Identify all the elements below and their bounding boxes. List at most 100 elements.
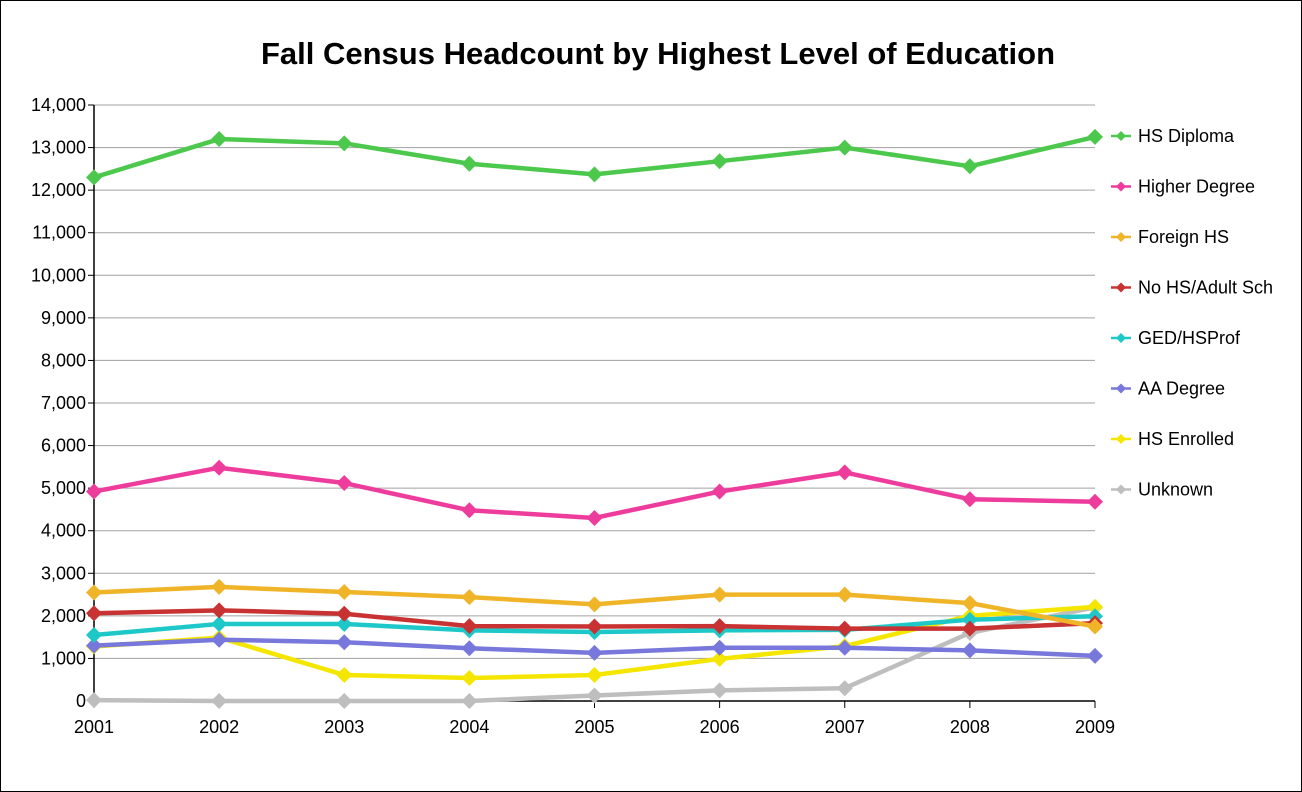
- data-point: [86, 605, 102, 622]
- data-point: [961, 620, 978, 637]
- series-hs-diploma: [86, 128, 1103, 186]
- data-point: [86, 169, 102, 186]
- legend-label: Higher Degree: [1138, 177, 1255, 197]
- data-point: [711, 618, 728, 635]
- y-tick-label: 13,000: [31, 138, 86, 158]
- data-point: [211, 693, 228, 709]
- y-tick-label: 6,000: [41, 436, 86, 456]
- data-point: [836, 680, 853, 697]
- legend-label: Unknown: [1138, 480, 1213, 500]
- series-higher-degree: [86, 459, 1103, 526]
- legend-marker: [1116, 232, 1126, 242]
- data-point: [86, 627, 102, 644]
- y-tick-label: 0: [76, 691, 86, 711]
- y-tick-label: 11,000: [32, 223, 86, 243]
- axes: 0 1,000 2,000 3,000 4,000 5,000 6,000 7,000 8,00…: [31, 95, 1115, 737]
- data-point: [711, 639, 728, 656]
- data-point: [336, 615, 353, 632]
- data-point: [461, 670, 478, 687]
- data-point: [586, 667, 603, 684]
- data-point: [211, 631, 228, 648]
- y-tick-label: 14,000: [31, 95, 86, 115]
- x-tick-label: 2007: [825, 717, 865, 737]
- data-point: [1087, 618, 1103, 635]
- data-point: [211, 615, 228, 632]
- y-tick-label: 7,000: [41, 393, 86, 413]
- data-point: [461, 693, 478, 709]
- data-point: [836, 464, 853, 481]
- data-point: [86, 584, 102, 601]
- data-point: [211, 459, 228, 476]
- legend-marker: [1116, 282, 1126, 293]
- grid-lines: [94, 104, 1095, 659]
- data-point: [586, 687, 603, 704]
- x-tick-label: 2003: [324, 717, 364, 737]
- data-point: [1087, 493, 1103, 510]
- data-point: [1087, 598, 1103, 615]
- legend-label: No HS/Adult Sch: [1138, 278, 1273, 298]
- legend-item: HS Diploma: [1111, 126, 1235, 146]
- data-point: [86, 692, 102, 709]
- data-point: [336, 667, 353, 684]
- data-point: [336, 135, 353, 152]
- legend-marker: [1116, 181, 1126, 192]
- data-point: [336, 475, 353, 492]
- x-tick-label: 2009: [1075, 717, 1115, 737]
- data-point: [336, 605, 353, 622]
- data-point: [211, 578, 228, 595]
- legend-label: AA Degree: [1138, 379, 1225, 399]
- legend-item: No HS/Adult Sch: [1111, 278, 1273, 298]
- legend-item: AA Degree: [1111, 379, 1225, 399]
- data-point: [336, 584, 353, 601]
- series-aa-degree: [86, 631, 1103, 664]
- legend-marker: [1116, 434, 1126, 444]
- data-point: [586, 596, 603, 613]
- data-point: [336, 693, 353, 709]
- legend-item: Foreign HS: [1111, 227, 1229, 247]
- x-tick-label: 2008: [950, 717, 990, 737]
- data-point: [86, 483, 102, 500]
- x-tick-label: 2006: [700, 717, 740, 737]
- data-point: [461, 589, 478, 606]
- data-point: [586, 509, 603, 526]
- data-point: [711, 153, 728, 170]
- legend-label: HS Diploma: [1138, 126, 1235, 146]
- y-tick-label: 5,000: [41, 478, 86, 498]
- series-layer: [86, 128, 1103, 709]
- legend-marker: [1116, 383, 1126, 394]
- data-point: [836, 620, 853, 637]
- data-point: [711, 650, 728, 667]
- data-point: [211, 602, 228, 619]
- data-point: [961, 491, 978, 508]
- legend-item: GED/HSProf: [1111, 328, 1241, 348]
- x-tick-label: 2005: [574, 717, 614, 737]
- legend-label: Foreign HS: [1138, 227, 1229, 247]
- data-point: [711, 586, 728, 603]
- y-tick-label: 4,000: [41, 521, 86, 541]
- data-point: [461, 502, 478, 519]
- data-point: [461, 640, 478, 657]
- y-tick-label: 2,000: [41, 606, 86, 626]
- data-point: [1087, 128, 1103, 145]
- data-point: [336, 634, 353, 651]
- series-hs-enrolled: [86, 598, 1103, 687]
- series-no-hs-adult-sch: [86, 602, 1103, 637]
- legend-item: Unknown: [1111, 480, 1213, 500]
- data-point: [836, 139, 853, 156]
- x-tick-label: 2001: [74, 717, 114, 737]
- y-tick-label: 12,000: [31, 180, 86, 200]
- legend-item: HS Enrolled: [1111, 429, 1234, 449]
- series-foreign-hs: [86, 578, 1103, 635]
- data-point: [711, 483, 728, 500]
- data-point: [586, 618, 603, 635]
- legend-label: GED/HSProf: [1138, 328, 1241, 348]
- data-point: [211, 131, 228, 148]
- chart-title: Fall Census Headcount by Highest Level o…: [261, 36, 1055, 71]
- data-point: [86, 637, 102, 654]
- data-point: [836, 586, 853, 603]
- data-point: [461, 155, 478, 172]
- y-tick-label: 3,000: [41, 563, 86, 583]
- data-point: [961, 642, 978, 659]
